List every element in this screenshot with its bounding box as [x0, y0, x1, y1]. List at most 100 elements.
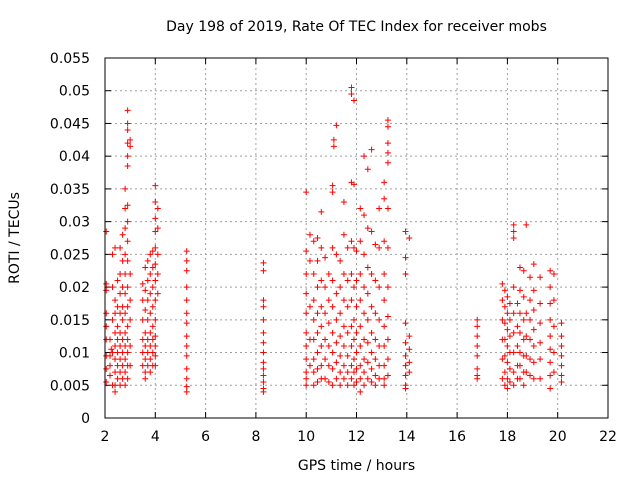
data-point: [550, 297, 557, 304]
data-point: [314, 349, 321, 356]
data-point: [103, 228, 110, 235]
data-point: [348, 84, 355, 91]
data-point: [547, 333, 554, 340]
data-point: [147, 369, 154, 376]
data-point: [318, 208, 325, 215]
data-point: [124, 120, 131, 127]
data-point: [183, 320, 190, 327]
data-point: [344, 369, 351, 376]
data-point: [516, 362, 523, 369]
data-point: [516, 264, 523, 271]
data-point: [152, 199, 159, 205]
data-point: [114, 362, 121, 369]
data-point: [402, 385, 409, 392]
data-point: [306, 231, 313, 238]
data-point: [314, 257, 321, 264]
data-point: [527, 297, 534, 304]
y-tick-label: 0.02: [59, 280, 90, 296]
data-point: [329, 303, 336, 310]
data-point: [139, 297, 146, 304]
data-point: [117, 329, 124, 336]
y-tick-label: 0.05: [59, 84, 90, 100]
data-point: [318, 244, 325, 251]
x-tick-label: 8: [251, 429, 260, 445]
data-point: [183, 257, 190, 264]
data-point: [124, 127, 131, 133]
x-tick-label: 4: [151, 429, 160, 445]
data-point: [376, 375, 383, 382]
data-point: [333, 251, 340, 258]
data-point: [149, 323, 156, 330]
data-point: [547, 359, 554, 366]
x-tick-label: 20: [549, 429, 567, 445]
data-point: [310, 336, 317, 343]
data-point: [402, 339, 409, 346]
data-point: [127, 362, 134, 369]
data-point: [337, 333, 344, 340]
data-point: [350, 284, 357, 291]
data-point: [329, 189, 336, 196]
data-point: [364, 359, 371, 366]
data-point: [506, 316, 513, 323]
data-point: [149, 248, 156, 255]
data-point: [303, 382, 310, 389]
data-point: [119, 375, 126, 382]
data-point: [112, 369, 119, 376]
data-point: [376, 316, 383, 323]
data-point: [372, 336, 379, 343]
data-point: [516, 287, 523, 294]
data-point: [325, 297, 332, 304]
data-point: [504, 375, 511, 382]
data-point: [537, 339, 544, 346]
data-point: [122, 251, 129, 258]
data-point: [318, 277, 325, 284]
data-point: [152, 277, 159, 284]
data-point: [550, 369, 557, 376]
data-point: [348, 375, 355, 382]
data-point: [372, 372, 379, 379]
data-point: [344, 329, 351, 336]
data-point: [530, 287, 537, 294]
data-point: [306, 257, 313, 264]
data-point: [530, 326, 537, 333]
x-tick-label: 18: [498, 429, 516, 445]
data-point: [402, 228, 409, 235]
data-point: [547, 372, 554, 379]
data-point: [547, 316, 554, 323]
data-point: [406, 359, 413, 366]
data-point: [333, 122, 340, 129]
data-point: [527, 316, 534, 323]
data-point: [142, 343, 149, 349]
data-point: [361, 336, 368, 343]
data-point: [499, 280, 506, 287]
data-point: [260, 297, 267, 304]
data-point: [117, 310, 124, 317]
data-point: [530, 343, 537, 349]
data-point: [112, 343, 119, 349]
data-point: [152, 261, 159, 268]
data-point: [474, 365, 481, 372]
data-point: [348, 343, 355, 349]
data-point: [322, 336, 329, 343]
data-point: [147, 343, 154, 349]
data-point: [381, 297, 388, 304]
data-point: [547, 385, 554, 392]
data-point: [357, 271, 364, 277]
y-tick-label: 0.025: [50, 247, 90, 263]
y-tick-label: 0.01: [59, 346, 90, 362]
data-point: [361, 251, 368, 258]
data-point: [325, 343, 332, 349]
data-point: [350, 369, 357, 376]
data-point: [124, 375, 131, 382]
data-point: [558, 333, 565, 340]
data-point: [376, 244, 383, 251]
data-point: [147, 251, 154, 258]
data-point: [384, 372, 391, 379]
data-point: [152, 343, 159, 349]
data-point: [520, 336, 527, 343]
data-point: [149, 349, 156, 356]
data-point: [122, 290, 129, 297]
data-point: [402, 362, 409, 369]
data-point: [144, 297, 151, 304]
